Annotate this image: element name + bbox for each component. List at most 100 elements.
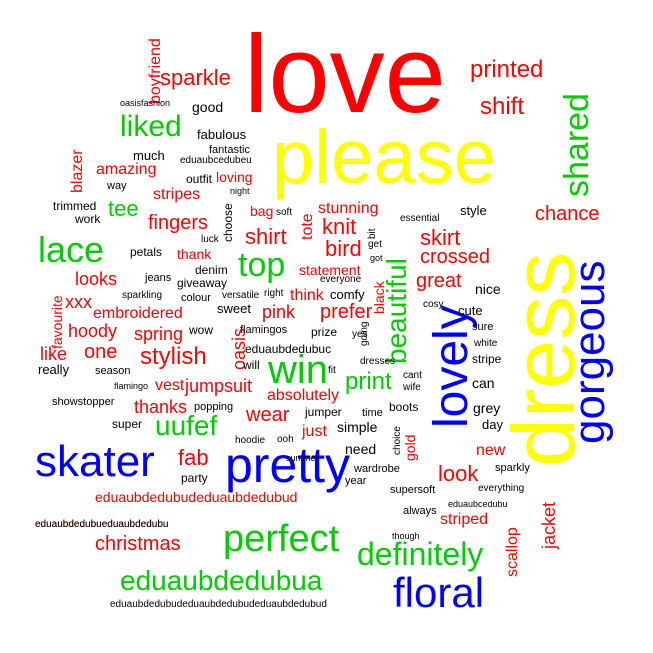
word-lace: lace — [38, 229, 105, 270]
word-blazer: blazer — [69, 149, 86, 193]
word-floral: floral — [393, 569, 485, 616]
word-showstopper: showstopper — [52, 396, 115, 408]
word-absolutely: absolutely — [267, 387, 340, 404]
word-cant: cant — [403, 370, 422, 381]
word-jumper: jumper — [305, 405, 342, 419]
word-giveaway: giveaway — [177, 276, 228, 290]
word-everything: everything — [478, 483, 525, 494]
word-just: just — [302, 423, 327, 440]
word-pretty: pretty — [225, 437, 351, 493]
word-tote: tote — [299, 213, 316, 241]
word-simple: simple — [337, 419, 378, 435]
word-black: black — [371, 280, 387, 314]
word-crossed: crossed — [420, 246, 491, 268]
word-shift: shift — [480, 93, 525, 120]
word-spring: spring — [134, 324, 184, 344]
word-stripes: stripes — [153, 186, 201, 203]
word-fabulous: fabulous — [197, 127, 247, 142]
word-scallop: scallop — [504, 526, 521, 577]
word-jumpsuit: jumpsuit — [185, 376, 253, 396]
word-wear: wear — [246, 404, 290, 426]
word-one: one — [84, 341, 118, 363]
word-hoodie: hoodie — [235, 435, 266, 446]
word-good: good — [192, 99, 224, 115]
word-stylish: stylish — [140, 343, 207, 370]
word-ooh: ooh — [277, 434, 294, 445]
word-sparkling: sparkling — [122, 290, 163, 301]
word-way: way — [107, 180, 127, 192]
word-style: style — [460, 203, 487, 218]
word-time: time — [362, 407, 383, 419]
word-perfect: perfect — [223, 518, 340, 560]
word-liked: liked — [120, 110, 182, 143]
word-cosy: cosy — [423, 299, 444, 310]
word-vest: vest — [155, 377, 185, 394]
word-denim: denim — [195, 263, 228, 277]
word-flamingo: flamingo — [114, 381, 149, 391]
word-need: need — [345, 441, 377, 457]
word-jacket: jacket — [539, 502, 559, 550]
word-really: really — [38, 362, 70, 377]
word-can: can — [472, 375, 495, 391]
word-essential: essential — [400, 213, 440, 224]
word-tee: tee — [108, 196, 139, 221]
word-fab: fab — [178, 445, 209, 470]
word-bit: bit — [367, 227, 378, 239]
word-will: will — [243, 358, 260, 372]
word-wardrobe: wardrobe — [354, 463, 400, 475]
word-white: white — [474, 338, 498, 349]
word-like: like — [40, 344, 68, 364]
word-gold: gold — [402, 434, 418, 461]
word-lovely: lovely — [425, 305, 478, 429]
word-pink: pink — [262, 302, 296, 322]
word-boots: boots — [389, 400, 419, 414]
word-eduaubdedubua: eduaubdedubua — [120, 565, 323, 596]
word-much: much — [133, 148, 165, 163]
word-luck: luck — [201, 234, 219, 245]
word-thanks: thanks — [134, 397, 188, 417]
word-skater: skater — [35, 437, 155, 486]
word-stunning: stunning — [318, 200, 379, 217]
word-wife: wife — [403, 382, 421, 393]
word-nice: nice — [475, 281, 501, 297]
word-looks: looks — [75, 269, 118, 289]
word-flamingos: flamingos — [240, 324, 288, 336]
word-uufef: uufef — [155, 410, 218, 441]
word-colour: colour — [181, 292, 211, 304]
word-right: right — [264, 288, 284, 299]
word-statement: statement — [299, 262, 361, 278]
word-bag: bag — [250, 203, 274, 219]
word-beautiful: beautiful — [381, 257, 412, 364]
word-petals: petals — [130, 245, 163, 259]
word-sparkly: sparkly — [495, 462, 530, 474]
word-shared: shared — [558, 93, 596, 198]
word-thank: thank — [177, 246, 212, 262]
word-get: get — [368, 239, 382, 250]
word-oasisfashion: oasisfashion — [120, 98, 171, 108]
word-choice: choice — [392, 426, 403, 455]
word-win: win — [268, 348, 329, 392]
word-trimmed: trimmed — [53, 199, 97, 213]
word-fantastic: fantastic — [209, 144, 250, 156]
word-hoody: hoody — [68, 321, 118, 341]
word-eduaubdedubudeduaubdedubudeduaubdedubud: eduaubdedubudeduaubdedubudeduaubdedubud — [110, 599, 327, 610]
word-eduaubdedubudeduaubdedubud: eduaubdedubudeduaubdedubud — [95, 489, 298, 505]
word-sweet: sweet — [217, 301, 251, 316]
word-bird: bird — [325, 236, 362, 261]
word-knit: knit — [322, 214, 357, 239]
word-great: great — [416, 270, 462, 292]
word-fit: fit — [328, 365, 336, 376]
word-love: love — [244, 13, 446, 136]
word-definitely: definitely — [357, 536, 484, 572]
word-versatile: versatile — [222, 290, 260, 301]
word-sparkle: sparkle — [160, 65, 231, 90]
word-amazing: amazing — [96, 161, 157, 178]
word-choose: choose — [221, 202, 235, 242]
word-summer: summer — [286, 453, 319, 463]
word-chance: chance — [535, 203, 600, 225]
word-prize: prize — [311, 325, 338, 339]
word-embroidered: embroidered — [93, 305, 183, 322]
word-print: print — [345, 368, 392, 395]
word-day: day — [482, 417, 503, 432]
